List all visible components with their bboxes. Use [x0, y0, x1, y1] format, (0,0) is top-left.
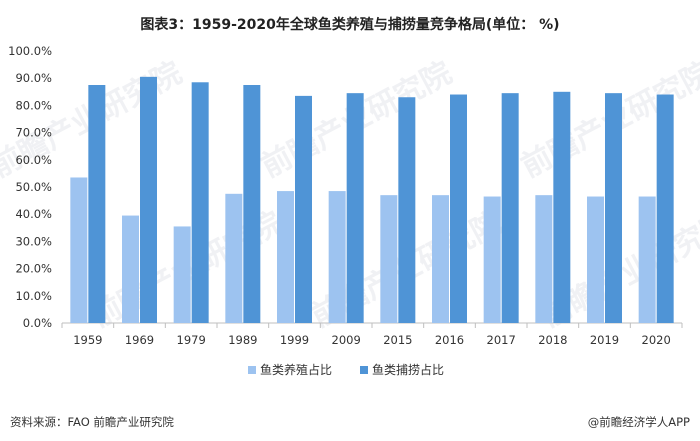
y-tick-label: 60.0% [15, 153, 52, 167]
bar-capture [605, 93, 622, 323]
x-tick-label: 2020 [642, 333, 671, 347]
y-tick-label: 70.0% [15, 126, 52, 140]
bar-capture [191, 82, 209, 323]
y-tick-label: 50.0% [15, 180, 52, 194]
y-tick-label: 90.0% [15, 71, 52, 85]
x-tick-label: 2016 [435, 333, 464, 347]
bar-aquaculture [328, 191, 346, 323]
bar-aquaculture [535, 195, 553, 323]
x-tick-label: 2018 [538, 333, 567, 347]
bar-capture [450, 94, 467, 324]
x-tick-label: 1969 [125, 333, 154, 347]
bar-aquaculture [70, 177, 88, 323]
legend-label: 鱼类捕捞占比 [372, 362, 444, 377]
bar-capture [88, 85, 106, 323]
bar-capture [656, 94, 674, 324]
bar-capture [346, 93, 364, 323]
bar-aquaculture [122, 215, 139, 323]
x-tick-label: 2015 [383, 333, 412, 347]
bar-aquaculture [277, 191, 294, 323]
bar-aquaculture [483, 196, 501, 323]
bar-aquaculture [432, 195, 449, 323]
x-tick-label: 2019 [590, 333, 619, 347]
x-tick-label: 1979 [177, 333, 206, 347]
y-tick-label: 80.0% [15, 98, 52, 112]
y-tick-label: 20.0% [15, 262, 52, 276]
bar-aquaculture [638, 196, 656, 323]
bar-aquaculture [380, 195, 398, 323]
source-note: 资料来源：FAO 前瞻产业研究院 [10, 415, 174, 429]
x-tick-label: 1989 [228, 333, 257, 347]
bar-capture [553, 91, 571, 323]
bar-capture [295, 95, 312, 323]
legend-swatch [360, 366, 368, 374]
bar-capture [243, 85, 261, 323]
x-tick-label: 2017 [487, 333, 516, 347]
y-tick-label: 30.0% [15, 234, 52, 248]
chart-title: 图表3：1959-2020年全球鱼类养殖与捕捞量竞争格局(单位： %) [140, 17, 560, 33]
legend-swatch [248, 366, 256, 374]
bar-capture [140, 76, 157, 323]
bar-capture [398, 97, 416, 324]
bar-aquaculture [173, 226, 191, 323]
bar-aquaculture [587, 196, 604, 323]
bar-aquaculture [225, 193, 243, 323]
y-tick-label: 100.0% [8, 44, 52, 58]
legend-label: 鱼类养殖占比 [260, 362, 332, 377]
bar-capture [501, 93, 519, 323]
brand-label: @前瞻经济学人APP [587, 415, 690, 429]
x-tick-label: 1959 [73, 333, 102, 347]
x-tick-label: 1999 [280, 333, 309, 347]
y-tick-label: 0.0% [23, 316, 52, 330]
x-tick-label: 2009 [332, 333, 361, 347]
y-tick-label: 40.0% [15, 207, 52, 221]
y-tick-label: 10.0% [15, 289, 52, 303]
